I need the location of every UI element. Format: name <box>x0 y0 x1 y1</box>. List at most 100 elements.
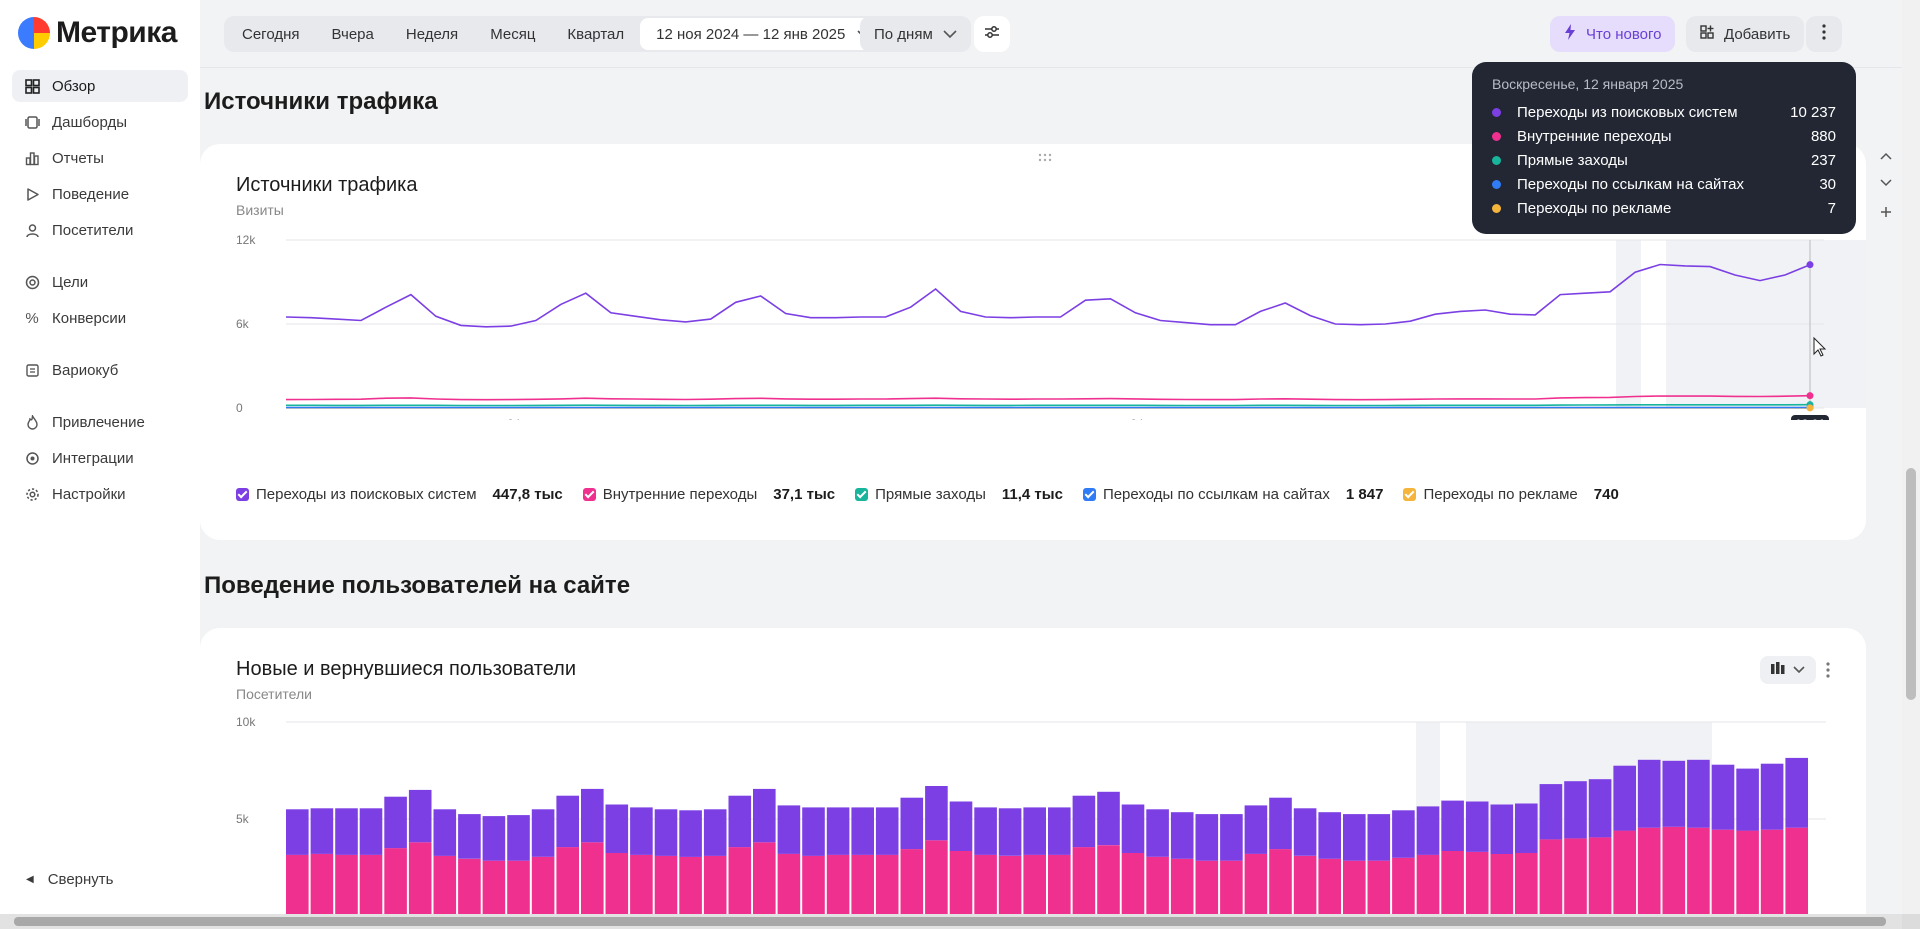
legend-total: 740 <box>1593 486 1619 503</box>
chevron-down-icon <box>943 26 957 43</box>
bar-segment <box>925 786 948 841</box>
bar-segment <box>1588 779 1612 838</box>
bar-segment <box>1662 826 1686 916</box>
sidebar-item-dashboards[interactable]: Дашборды <box>12 106 188 138</box>
bar-segment <box>1023 807 1046 855</box>
y-tick-label: 12k <box>236 233 256 247</box>
y-tick-label: 6k <box>236 317 250 331</box>
more-vertical-icon <box>1826 662 1830 682</box>
bar-segment <box>1170 858 1194 916</box>
bar-segment <box>1220 860 1243 916</box>
bar-segment <box>1760 763 1784 830</box>
legend-item-direct[interactable]: Прямые заходы 11,4 тыс <box>855 486 1063 503</box>
chevron-up-icon[interactable] <box>1876 146 1896 166</box>
bar-segment <box>728 847 752 916</box>
period-today-button[interactable]: Сегодня <box>242 25 300 43</box>
scroll-thumb[interactable] <box>14 917 1886 926</box>
bar-segment <box>310 853 334 916</box>
bar-segment <box>925 840 948 916</box>
sidebar-item-overview[interactable]: Обзор <box>12 70 188 102</box>
bar-segment <box>654 855 678 916</box>
bar-segment <box>1367 860 1391 916</box>
bar-segment <box>630 854 653 916</box>
period-quarter-button[interactable]: Квартал <box>567 25 625 43</box>
tooltip-row: Переходы по ссылкам на сайтах 30 <box>1492 172 1836 196</box>
bar-segment <box>1490 804 1514 854</box>
traffic-line-chart[interactable]: 0 6k 12k ноя 24 дек 24 янв 12.01 <box>200 230 1866 420</box>
sidebar-item-acquisition[interactable]: Привлечение <box>12 406 188 438</box>
bar-segment <box>974 807 997 855</box>
bar-segment <box>851 854 874 916</box>
caret-left-icon: ◀ <box>26 874 34 885</box>
bar-segment <box>1293 808 1317 856</box>
person-icon <box>24 222 40 238</box>
bar-segment <box>998 855 1022 916</box>
sidebar-item-label: Поведение <box>52 185 130 203</box>
bar-segment <box>900 797 924 850</box>
chevron-down-icon[interactable] <box>1876 173 1896 193</box>
whats-new-button[interactable]: Что нового <box>1550 16 1676 52</box>
scroll-thumb[interactable] <box>1906 468 1916 700</box>
bar-segment <box>1637 827 1661 916</box>
period-yesterday-button[interactable]: Вчера <box>331 25 374 43</box>
sidebar-item-behavior[interactable]: Поведение <box>12 178 188 210</box>
vertical-scrollbar[interactable] <box>1902 0 1920 914</box>
more-menu-button[interactable] <box>1806 16 1842 52</box>
bar-segment <box>1072 795 1096 848</box>
bar-segment <box>1392 810 1415 858</box>
sidebar-item-variocube[interactable]: Вариокуб <box>12 354 188 386</box>
chart-view-toggle[interactable] <box>1760 656 1816 684</box>
bar-segment <box>1343 860 1366 916</box>
sidebar-item-visitors[interactable]: Посетители <box>12 214 188 246</box>
legend-item-internal[interactable]: Внутренние переходы 37,1 тыс <box>582 486 835 503</box>
stacked-bars-icon <box>1771 661 1785 679</box>
hover-date-label: 12.01 <box>1795 417 1825 420</box>
sidebar-item-settings[interactable]: Настройки <box>12 478 188 510</box>
sidebar-item-integrations[interactable]: Интеграции <box>12 442 188 474</box>
filters-button[interactable] <box>974 16 1010 52</box>
bar-segment <box>679 810 702 857</box>
chevron-down-icon <box>1793 661 1805 679</box>
series-dot <box>1492 131 1501 141</box>
gear-icon <box>24 486 40 502</box>
bar-segment <box>335 854 358 916</box>
drag-handle-icon[interactable] <box>1038 150 1052 168</box>
logo[interactable]: Метрика <box>18 16 177 50</box>
traffic-legend: Переходы из поисковых систем 447,8 тыс Вн… <box>236 486 1639 503</box>
flame-icon <box>24 414 40 430</box>
legend-item-search[interactable]: Переходы из поисковых систем 447,8 тыс <box>236 486 563 503</box>
bar-segment <box>1711 829 1735 916</box>
bar-segment <box>826 807 850 855</box>
sidebar-item-reports[interactable]: Отчеты <box>12 142 188 174</box>
bar-segment <box>458 814 481 859</box>
collapse-sidebar-button[interactable]: ◀ Свернуть <box>26 871 114 888</box>
bar-segment <box>1465 852 1489 916</box>
card-more-button[interactable] <box>1826 662 1830 683</box>
period-week-button[interactable]: Неделя <box>405 25 459 43</box>
collapse-label: Свернуть <box>47 871 114 888</box>
bar-segment <box>359 854 383 916</box>
bar-segment <box>1785 757 1808 828</box>
traffic-card-title: Источники трафика <box>236 174 418 196</box>
series-line <box>285 263 1811 328</box>
horizontal-scrollbar[interactable] <box>0 914 1902 929</box>
legend-item-links[interactable]: Переходы по ссылкам на сайтах 1 847 <box>1082 486 1383 503</box>
sidebar-item-label: Посетители <box>52 221 134 239</box>
plus-icon[interactable] <box>1876 202 1896 222</box>
mouse-cursor-icon <box>1813 336 1827 357</box>
date-range-picker[interactable]: 12 ноя 2024 — 12 янв 2025 <box>640 18 888 50</box>
bar-segment <box>1416 854 1440 916</box>
sidebar-item-conversions[interactable]: % Конверсии <box>12 302 188 334</box>
users-bar-chart[interactable]: 5k 10k <box>200 716 1866 929</box>
bar-segment <box>556 847 579 916</box>
period-month-button[interactable]: Месяц <box>490 25 536 43</box>
grouping-dropdown[interactable]: По дням <box>860 16 971 52</box>
bar-segment <box>384 848 407 916</box>
bar-segment <box>1367 814 1391 861</box>
bar-segment <box>1613 765 1636 831</box>
add-button[interactable]: Добавить <box>1686 16 1805 52</box>
legend-item-ads[interactable]: Переходы по рекламе 740 <box>1403 486 1619 503</box>
bar-segment <box>605 852 629 916</box>
bar-segment <box>851 807 874 855</box>
sidebar-item-goals[interactable]: Цели <box>12 266 188 298</box>
